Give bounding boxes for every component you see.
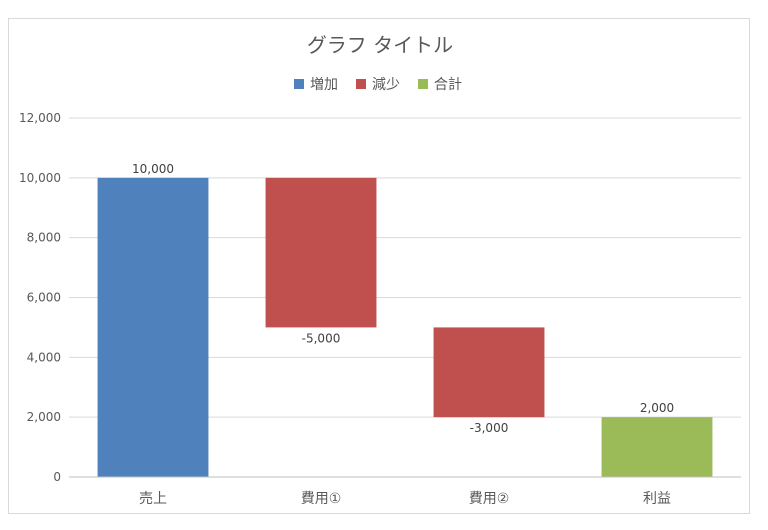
legend-swatch-1 bbox=[356, 79, 366, 89]
bar-0 bbox=[97, 177, 209, 478]
y-tick-label-2: 4,000 bbox=[27, 350, 61, 364]
y-tick-label-1: 2,000 bbox=[27, 410, 61, 424]
y-axis: 0 2,000 4,000 6,000 8,000 10,000 12,000 bbox=[19, 111, 61, 484]
y-tick-label-0: 0 bbox=[53, 470, 61, 484]
data-label-0: 10,000 bbox=[132, 162, 174, 176]
bars bbox=[97, 177, 713, 478]
legend-swatch-0 bbox=[294, 79, 304, 89]
x-tick-label-1: 費用① bbox=[301, 491, 342, 507]
bar-1 bbox=[265, 177, 377, 328]
data-labels: 10,000 -5,000 -3,000 2,000 bbox=[132, 162, 674, 435]
data-label-1: -5,000 bbox=[302, 331, 341, 345]
x-tick-label-3: 利益 bbox=[643, 491, 671, 507]
bar-3 bbox=[601, 417, 713, 477]
waterfall-chart: グラフ タイトル 増加 減少 合計 0 2,000 4,000 6,000 8,000 10,… bbox=[19, 33, 741, 507]
legend-label-0: 増加 bbox=[310, 77, 338, 93]
chart-title: グラフ タイトル bbox=[307, 33, 453, 57]
legend-label-2: 合計 bbox=[434, 77, 462, 93]
legend: 増加 減少 合計 bbox=[294, 76, 462, 93]
x-tick-label-0: 売上 bbox=[139, 491, 167, 507]
y-tick-label-5: 10,000 bbox=[19, 171, 61, 185]
data-label-3: 2,000 bbox=[640, 401, 674, 415]
data-label-2: -3,000 bbox=[470, 421, 509, 435]
x-tick-label-2: 費用② bbox=[469, 491, 510, 507]
chart-frame: グラフ タイトル 増加 減少 合計 0 2,000 4,000 6,000 8,000 10,… bbox=[8, 18, 750, 514]
bar-2 bbox=[433, 327, 545, 418]
y-tick-label-4: 8,000 bbox=[27, 231, 61, 245]
legend-swatch-2 bbox=[418, 79, 428, 89]
y-tick-label-6: 12,000 bbox=[19, 111, 61, 125]
y-tick-label-3: 6,000 bbox=[27, 291, 61, 305]
legend-label-1: 減少 bbox=[372, 76, 400, 93]
x-axis: 売上 費用① 費用② 利益 bbox=[69, 476, 741, 507]
